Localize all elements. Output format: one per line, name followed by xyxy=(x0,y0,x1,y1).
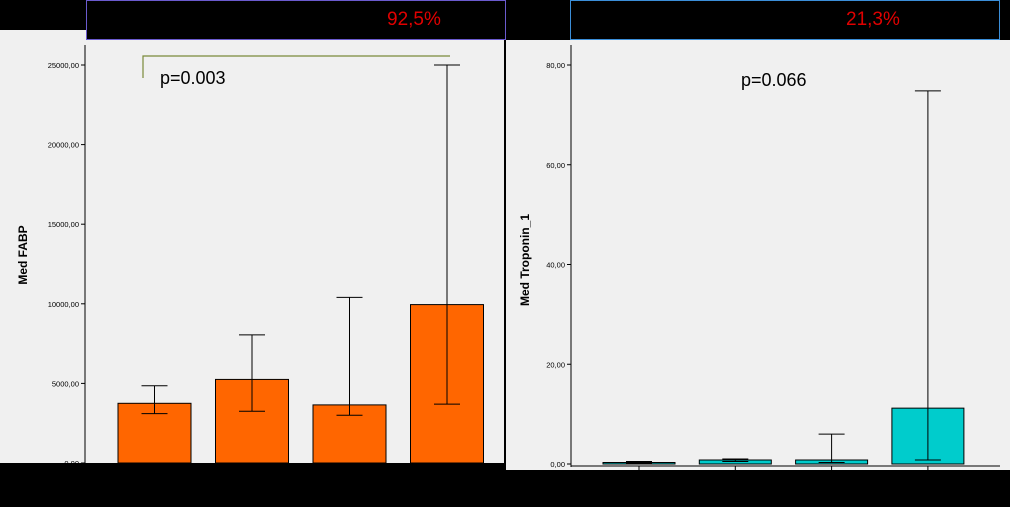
left-y-tick-label: 0,00 xyxy=(64,459,79,468)
right-y-tick-label: 80,00 xyxy=(546,61,565,70)
right-chart-title: 21,3% xyxy=(846,9,900,30)
left-y-tick-label: 25000,00 xyxy=(48,61,79,70)
left-y-tick-label: 15000,00 xyxy=(48,220,79,229)
right-title-box: 21,3% xyxy=(570,0,1000,40)
right-y-tick-label: 40,00 xyxy=(546,261,565,270)
left-y-tick-label: 20000,00 xyxy=(48,141,79,150)
left-significance-bracket xyxy=(142,55,450,78)
left-y-tick-label: 5000,00 xyxy=(52,379,79,388)
left-chart-title: 92,5% xyxy=(387,9,441,30)
right-y-tick-label: 60,00 xyxy=(546,161,565,170)
right-plot-panel xyxy=(506,40,1010,470)
right-p-value: p=0.066 xyxy=(741,70,807,90)
left-y-tick-label: 10000,00 xyxy=(48,300,79,309)
left-y-axis-label: Med FABP xyxy=(16,225,30,284)
left-p-value: p=0.003 xyxy=(160,68,226,88)
right-y-tick-label: 0,00 xyxy=(550,460,565,469)
right-y-tick-label: 20,00 xyxy=(546,360,565,369)
right-y-axis-label: Med Troponin_1 xyxy=(518,214,532,306)
left-title-box: 92,5% xyxy=(86,0,506,40)
